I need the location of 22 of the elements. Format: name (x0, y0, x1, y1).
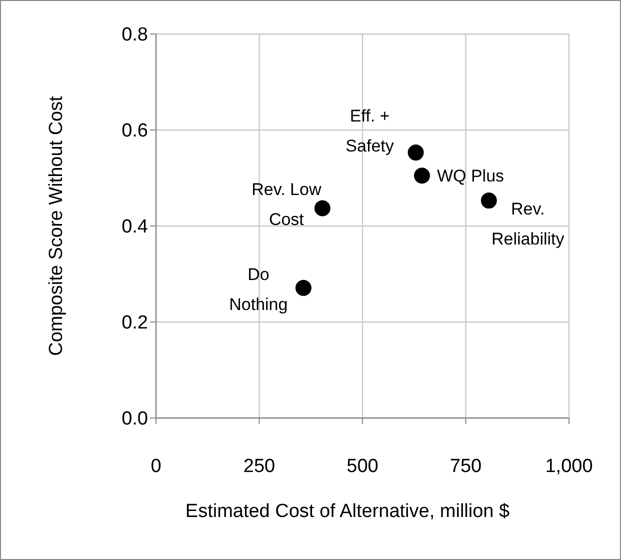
x-tick-label: 0 (150, 456, 162, 477)
y-tick-label: 0.0 (122, 408, 148, 430)
point (314, 200, 330, 216)
y-tick-label: 0.2 (122, 312, 148, 334)
annotation: Rev. Low Cost (252, 180, 322, 230)
annotation: WQ Plus (436, 166, 504, 186)
annotation: Rev. Reliability (492, 200, 565, 249)
y-tick-label: 0.6 (122, 120, 148, 142)
point (295, 280, 312, 296)
y-tick-label: 0.8 (122, 24, 148, 46)
point (414, 168, 430, 184)
point (480, 192, 497, 209)
x-tick-label: 250 (243, 456, 276, 477)
point (408, 144, 424, 161)
y-tick-label: 0.4 (122, 216, 148, 238)
x-tick-label: 750 (450, 456, 482, 477)
x-axis-title: Estimated Cost of Alternative, million $ (185, 501, 510, 522)
annotation: Eff. + Safety (346, 106, 394, 156)
y-axis-title: Composite Score Without Cost (46, 95, 67, 356)
x-tick-label: 500 (346, 456, 378, 477)
annotation: Do Nothing (229, 264, 288, 314)
x-tick-label: 1,000 (545, 456, 593, 477)
